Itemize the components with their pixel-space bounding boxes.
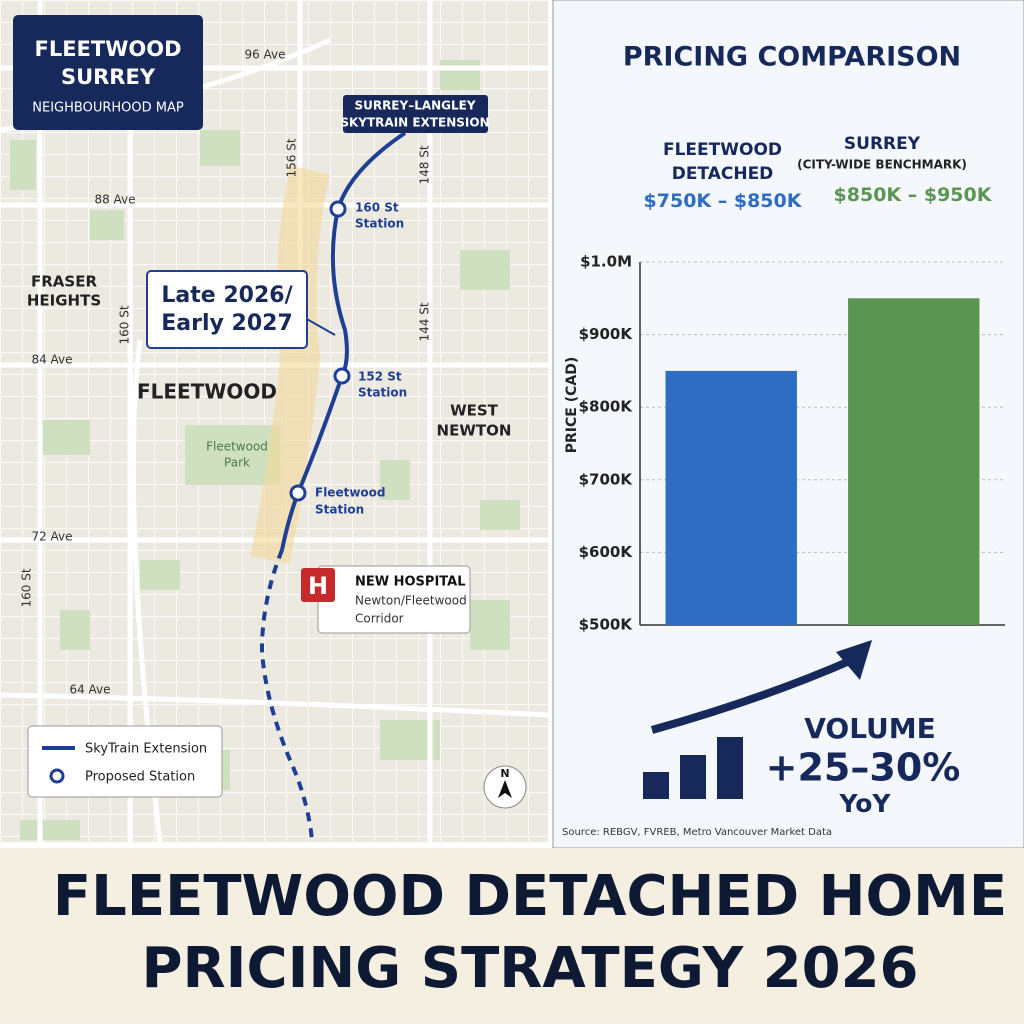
- y-tick-label: $800K: [579, 398, 634, 416]
- legend-label: SkyTrain Extension: [85, 742, 207, 757]
- category-label: FLEETWOOD DETACHED: [662, 140, 783, 184]
- park-label: Fleetwood: [206, 440, 268, 454]
- legend: [27, 725, 223, 798]
- area-label: FRASER: [31, 273, 97, 291]
- compass-arrow: [498, 780, 512, 798]
- map-subtitle: NEIGHBOURHOOD MAP: [32, 101, 184, 116]
- station-label: Station: [355, 217, 404, 231]
- volume-label: VOLUME: [804, 712, 936, 745]
- station-label: Fleetwood: [315, 486, 386, 500]
- street-label: 64 Ave: [69, 683, 110, 697]
- street-label: 144 St: [418, 302, 432, 341]
- volume-icon-bar: [643, 772, 669, 799]
- station-marker: [333, 367, 351, 385]
- corridor-highlight: [250, 165, 330, 564]
- timeline-callout-box: [146, 270, 308, 349]
- street-label: 156 St: [285, 138, 299, 177]
- station-label: Station: [315, 503, 364, 517]
- station-marker: [329, 200, 347, 218]
- hospital-label: Newton/Fleetwood: [355, 594, 467, 608]
- street-label: 148 St: [418, 145, 432, 184]
- street-label: 160 St: [20, 568, 34, 607]
- chart-title: PRICING COMPARISON: [623, 42, 961, 73]
- hospital-icon: [301, 568, 335, 602]
- y-tick-label: $600K: [579, 543, 634, 561]
- headline-band: [0, 848, 1024, 1024]
- headline: FLEETWOOD DETACHED HOME: [53, 864, 1007, 929]
- street-label: 84 Ave: [31, 353, 72, 367]
- benchmark-note: (CITY-WIDE BENCHMARK): [797, 158, 967, 172]
- range-label: $750K – $850K: [643, 190, 802, 212]
- y-tick-label: $900K: [579, 325, 634, 343]
- compass-label: N: [500, 767, 509, 780]
- legend-label: Proposed Station: [85, 770, 195, 785]
- park-label: Park: [224, 456, 250, 470]
- station-label: 160 St: [355, 201, 399, 215]
- area-label: WEST: [450, 402, 499, 420]
- bar: [848, 298, 980, 625]
- bar: [665, 370, 797, 625]
- callout-pointer: [304, 317, 336, 336]
- skytrain-callout: SURREY–LANGLEY: [354, 99, 475, 113]
- volume-period: YoY: [838, 789, 891, 818]
- timeline-callout: Early 2027: [161, 311, 293, 336]
- volume-icon-bar: [680, 755, 706, 799]
- timeline-callout: Late 2026/: [161, 283, 293, 308]
- street-label: 96 Ave: [244, 48, 285, 62]
- street-label: 72 Ave: [31, 530, 72, 544]
- skytrain-callout-box: [343, 95, 488, 133]
- map-title: SURREY: [61, 65, 156, 89]
- map: FLEETWOOD SURREY NEIGHBOURHOOD MAP 96 Av…: [0, 0, 549, 843]
- y-tick-label: $1.0M: [580, 253, 632, 271]
- skytrain-line-proposed: [259, 549, 314, 841]
- station-label: Station: [358, 386, 407, 400]
- station-label: 152 St: [358, 370, 402, 384]
- hospital-label: Corridor: [355, 612, 404, 626]
- y-tick-label: $700K: [579, 470, 634, 488]
- map-title: FLEETWOOD: [34, 37, 181, 61]
- area-label: FLEETWOOD: [137, 380, 277, 404]
- range-label: $850K – $950K: [833, 184, 992, 206]
- area-label: HEIGHTS: [27, 292, 101, 310]
- y-tick-label: $500K: [579, 616, 634, 634]
- volume-icon-bar: [717, 737, 743, 799]
- growth-arrow: [650, 656, 854, 734]
- station-marker: [289, 484, 307, 502]
- source: Source: REBGV, FVREB, Metro Vancouver Ma…: [562, 827, 832, 838]
- volume-change: +25–30%: [766, 746, 961, 790]
- legend-swatch: [49, 768, 65, 784]
- street-label: 88 Ave: [94, 193, 135, 207]
- volume-block: VOLUME +25–30% YoY: [643, 640, 960, 818]
- map-title-box: [13, 15, 203, 130]
- street-label: 160 St: [118, 305, 132, 344]
- hospital-label: NEW HOSPITAL: [355, 575, 466, 590]
- hospital-icon-text: H: [308, 572, 328, 600]
- headline: PRICING STRATEGY 2026: [142, 936, 919, 1001]
- growth-arrowhead: [836, 640, 872, 680]
- y-axis-label: PRICE (CAD): [564, 357, 580, 454]
- category-label: SURREY: [843, 134, 921, 154]
- skytrain-callout: SKYTRAIN EXTENSION: [340, 116, 489, 130]
- area-label: NEWTON: [437, 422, 512, 440]
